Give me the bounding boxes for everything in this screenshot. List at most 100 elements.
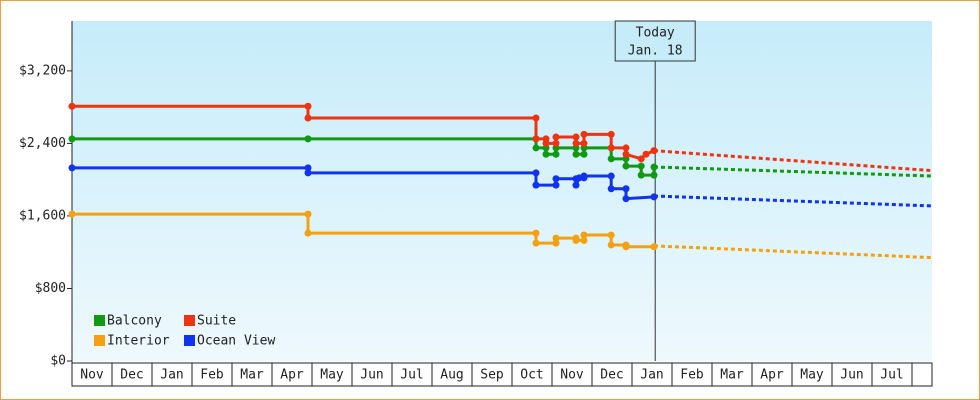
- forecast-line: [653, 149, 933, 173]
- price-point: [532, 229, 540, 237]
- forecast-line: [653, 165, 933, 178]
- price-point: [607, 155, 615, 163]
- price-point: [68, 210, 76, 218]
- y-tick-label: $0: [50, 354, 66, 369]
- x-tick-label: Nov: [560, 368, 584, 383]
- price-point: [552, 234, 560, 242]
- x-tick-label: Dec: [120, 368, 143, 383]
- price-point: [622, 144, 630, 152]
- price-point: [580, 231, 588, 239]
- price-point: [572, 133, 580, 141]
- legend-label: Interior: [107, 334, 170, 349]
- x-tick-label: May: [320, 368, 344, 383]
- price-point: [68, 164, 76, 172]
- price-point: [622, 185, 630, 193]
- price-point: [580, 150, 588, 158]
- x-tick-label: Jul: [880, 368, 903, 383]
- price-point: [304, 164, 312, 172]
- plot-area: [72, 21, 932, 361]
- y-tick-label: $1,600: [19, 208, 66, 223]
- price-point: [552, 181, 560, 189]
- price-point: [552, 239, 560, 247]
- price-point: [552, 133, 560, 141]
- price-point: [622, 162, 630, 170]
- x-tick-label: Apr: [280, 368, 304, 383]
- price-point: [532, 169, 540, 177]
- price-point: [580, 139, 588, 147]
- x-axis-box: [71, 362, 933, 387]
- forecast-line: [653, 244, 933, 260]
- price-point: [304, 135, 312, 143]
- legend-swatch: [94, 335, 105, 346]
- x-tick-label: Feb: [200, 368, 224, 383]
- x-tick-label: May: [800, 368, 824, 383]
- x-tick-label: Nov: [80, 368, 104, 383]
- price-point: [607, 185, 615, 193]
- x-tick-label: Jun: [360, 368, 383, 383]
- forecast-line: [653, 194, 933, 208]
- price-point: [607, 144, 615, 152]
- legend-swatch: [94, 315, 105, 326]
- price-point: [607, 172, 615, 180]
- legend-swatch: [184, 315, 195, 326]
- today-date: Jan. 18: [628, 44, 683, 59]
- price-point: [572, 139, 580, 147]
- price-point: [607, 231, 615, 239]
- today-label: Today: [636, 26, 675, 41]
- price-point: [642, 150, 650, 158]
- y-tick-label: $800: [35, 281, 66, 296]
- price-point: [532, 114, 540, 122]
- x-tick-label: Jan: [640, 368, 663, 383]
- x-tick-label: Oct: [520, 368, 543, 383]
- price-point: [532, 181, 540, 189]
- price-point: [607, 241, 615, 249]
- x-tick-label: Sep: [480, 368, 504, 383]
- price-point: [607, 130, 615, 138]
- price-point: [304, 169, 312, 177]
- x-tick-label: Feb: [680, 368, 704, 383]
- x-tick-label: Mar: [240, 368, 264, 383]
- x-tick-label: Jan: [160, 368, 183, 383]
- price-point: [304, 210, 312, 218]
- price-point: [637, 155, 645, 163]
- price-point: [650, 147, 658, 155]
- x-tick-label: Jul: [400, 368, 423, 383]
- x-tick-label: Apr: [760, 368, 784, 383]
- x-tick-label: Jun: [840, 368, 863, 383]
- price-point: [304, 229, 312, 237]
- price-point: [532, 239, 540, 247]
- price-point: [532, 144, 540, 152]
- today-box: [614, 20, 696, 62]
- legend-swatch: [184, 335, 195, 346]
- legend-label: Suite: [197, 314, 236, 329]
- x-tick-label: Aug: [440, 368, 463, 383]
- price-point: [572, 150, 580, 158]
- price-point: [580, 172, 588, 180]
- price-point: [552, 150, 560, 158]
- price-point: [68, 102, 76, 110]
- price-point: [622, 243, 630, 251]
- price-point: [622, 195, 630, 203]
- price-point: [637, 171, 645, 179]
- price-point: [650, 243, 658, 251]
- price-point: [304, 114, 312, 122]
- legend-label: Balcony: [107, 314, 162, 329]
- x-tick-label: Dec: [600, 368, 623, 383]
- price-point: [532, 135, 540, 143]
- price-point: [552, 175, 560, 183]
- y-tick-label: $3,200: [19, 63, 66, 78]
- price-point: [542, 150, 550, 158]
- price-point: [580, 130, 588, 138]
- price-point: [68, 135, 76, 143]
- price-point: [572, 236, 580, 244]
- price-point: [650, 171, 658, 179]
- legend-label: Ocean View: [197, 334, 275, 349]
- y-tick-label: $2,400: [19, 136, 66, 151]
- price-point: [637, 162, 645, 170]
- price-point: [542, 139, 550, 147]
- price-point: [304, 102, 312, 110]
- x-tick-label: Mar: [720, 368, 744, 383]
- price-point: [580, 236, 588, 244]
